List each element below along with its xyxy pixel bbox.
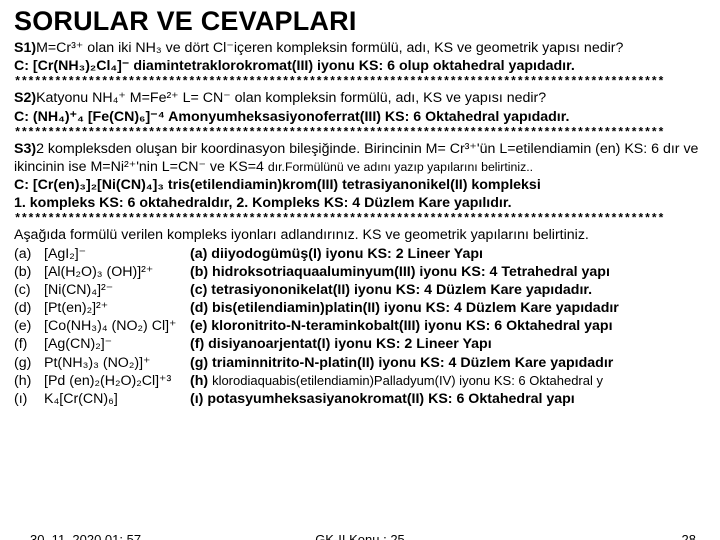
item-formula: [Co(NH₃)₄ (NO₂) Cl]⁺ — [44, 317, 190, 335]
s3-question: S3)2 kompleksden oluşan bir koordinasyon… — [14, 140, 706, 176]
s2-question: S2)Katyonu NH₄⁺ M=Fe²⁺ L= CN⁻ olan kompl… — [14, 89, 706, 107]
item-name: (g) triaminnitrito-N-platin(II) iyonu KS… — [190, 354, 706, 372]
item-formula: Pt(NH₃)₃ (NO₂)]⁺ — [44, 354, 190, 372]
item-name: (ı) potasyumheksasiyanokromat(II) KS: 6 … — [190, 390, 706, 408]
item-formula: [AgI₂]⁻ — [44, 245, 190, 263]
item-tag: (f) — [14, 335, 44, 353]
item-tag: (g) — [14, 354, 44, 372]
s3-answer-1: C: [Cr(en)₃]₂[Ni(CN)₄]₃ tris(etilendiami… — [14, 176, 706, 194]
item-name: (b) hidroksotriaquaaluminyum(III) iyonu … — [190, 263, 706, 281]
item-tag: (d) — [14, 299, 44, 317]
item-formula: [Al(H₂O)₃ (OH)]²⁺ — [44, 263, 190, 281]
item-name: (d) bis(etilendiamin)platin(II) iyonu KS… — [190, 299, 706, 317]
s1-c: C: — [14, 58, 29, 74]
list-item: (e) [Co(NH₃)₄ (NO₂) Cl]⁺ (e) kloronitrit… — [14, 317, 706, 335]
item-tag: (e) — [14, 317, 44, 335]
s3-tail: dır.Formülünü ve adını yazıp yapılarını … — [268, 160, 533, 174]
s1-text: M=Cr³⁺ olan iki NH₃ ve dört Cl⁻içeren ko… — [36, 40, 623, 56]
item-name: (e) kloronitrito-N-teraminkobalt(III) iy… — [190, 317, 706, 335]
item-formula: [Pd (en)₂(H₂O)₂Cl]⁺³ — [44, 372, 190, 390]
list-item: (c) [Ni(CN)₄]²⁻ (c) tetrasiyononikelat(I… — [14, 281, 706, 299]
item-name: (f) disiyanoarjentat(I) iyonu KS: 2 Line… — [190, 335, 706, 353]
item-tag: (b) — [14, 263, 44, 281]
s3-formula: [Cr(en)₃]₂[Ni(CN)₄]₃ tris(etilendiamin)k… — [29, 177, 541, 193]
s3-answer-2: 1. kompleks KS: 6 oktahedraldır, 2. Komp… — [14, 194, 706, 212]
page-title: SORULAR VE CEVAPLARI — [14, 6, 706, 37]
s2-answer: C: (NH₄)⁺₄ [Fe(CN)₆]⁻⁴ Amonyumheksasiyon… — [14, 108, 706, 126]
list-intro: Aşağıda formülü verilen kompleks iyonlar… — [14, 226, 706, 244]
item-formula: [Pt(en)₂]²⁺ — [44, 299, 190, 317]
s1-formula: [Cr(NH₃)₂Cl₄]⁻ diamintetraklorokromat(II… — [29, 58, 575, 74]
slide-page: SORULAR VE CEVAPLARI S1)M=Cr³⁺ olan iki … — [0, 0, 720, 540]
s2-formula: (NH₄)⁺₄ [Fe(CN)₆]⁻⁴ Amonyumheksasiyonofe… — [29, 109, 569, 125]
divider-3: ****************************************… — [14, 212, 706, 226]
item-tag: (ı) — [14, 390, 44, 408]
item-formula: [Ag(CN)₂]⁻ — [44, 335, 190, 353]
list-item: (g) Pt(NH₃)₃ (NO₂)]⁺ (g) triaminnitrito-… — [14, 354, 706, 372]
list-item: (h) [Pd (en)₂(H₂O)₂Cl]⁺³ (h) klorodiaqua… — [14, 372, 706, 390]
item-formula: K₄[Cr(CN)₆] — [44, 390, 190, 408]
s2-c: C: — [14, 109, 29, 125]
s1-answer: C: [Cr(NH₃)₂Cl₄]⁻ diamintetraklorokromat… — [14, 57, 706, 75]
divider-2: ****************************************… — [14, 126, 706, 140]
s2-text: Katyonu NH₄⁺ M=Fe²⁺ L= CN⁻ olan kompleks… — [36, 90, 546, 106]
s3-tag: S3) — [14, 141, 36, 157]
item-name: (c) tetrasiyononikelat(II) iyonu KS: 4 D… — [190, 281, 706, 299]
item-name: (h) klorodiaquabis(etilendiamin)Palladyu… — [190, 372, 706, 390]
list-item: (f) [Ag(CN)₂]⁻ (f) disiyanoarjentat(I) i… — [14, 335, 706, 353]
footer-topic: GK-II Konu : 25 — [0, 532, 720, 540]
divider-1: ****************************************… — [14, 75, 706, 89]
item-formula: [Ni(CN)₄]²⁻ — [44, 281, 190, 299]
list-item: (b) [Al(H₂O)₃ (OH)]²⁺ (b) hidroksotriaqu… — [14, 263, 706, 281]
s3-c: C: — [14, 177, 29, 193]
list-item: (a) [AgI₂]⁻ (a) diiyodogümüş(I) iyonu KS… — [14, 245, 706, 263]
item-tag: (h) — [14, 372, 44, 390]
item-name: (a) diiyodogümüş(I) iyonu KS: 2 Lineer Y… — [190, 245, 706, 263]
s1-tag: S1) — [14, 40, 36, 56]
list-item: (d) [Pt(en)₂]²⁺ (d) bis(etilendiamin)pla… — [14, 299, 706, 317]
item-tag: (a) — [14, 245, 44, 263]
footer-page: 28 — [682, 532, 696, 540]
list-item: (ı) K₄[Cr(CN)₆] (ı) potasyumheksasiyanok… — [14, 390, 706, 408]
item-tag: (c) — [14, 281, 44, 299]
s2-tag: S2) — [14, 90, 36, 106]
s1-question: S1)M=Cr³⁺ olan iki NH₃ ve dört Cl⁻içeren… — [14, 39, 706, 57]
